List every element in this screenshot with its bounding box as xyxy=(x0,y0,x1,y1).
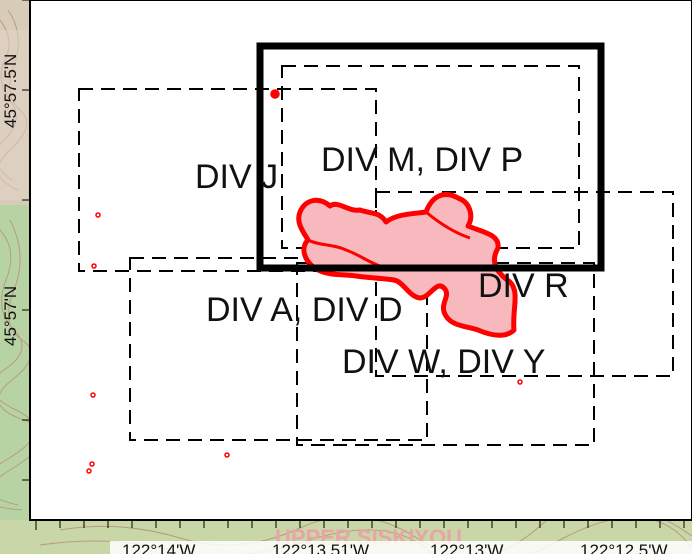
div-r-boundary xyxy=(375,191,674,377)
spot-fires xyxy=(86,89,523,474)
division-boundaries xyxy=(78,65,674,446)
lon-label-1: 122°14'W xyxy=(122,541,195,554)
lat-label-lower: 45°57'N xyxy=(1,286,20,346)
div-w-y-boundary xyxy=(296,262,595,446)
div-m-p-label: DIV M, DIV P xyxy=(321,141,523,179)
lon-label-3: 122°13'W xyxy=(430,541,503,554)
lon-label-2: 122°13.51'W xyxy=(272,541,369,554)
lon-label-4: 122°12.5'W xyxy=(580,541,668,554)
div-r-label: DIV R xyxy=(478,267,569,305)
bottom-axis-ticks xyxy=(35,520,685,530)
div-m-p-assignment-frame[interactable] xyxy=(256,42,605,272)
left-axis-ticks xyxy=(22,0,30,481)
longitude-label-strip xyxy=(110,541,692,554)
lat-label-upper: 45°57.5'N xyxy=(1,54,20,128)
div-j-boundary xyxy=(78,88,377,272)
div-w-y-label: DIV W, DIV Y xyxy=(342,343,545,381)
div-a-d-label: DIV A, DIV D xyxy=(206,291,403,329)
div-j-label: DIV J xyxy=(195,158,278,196)
div-a-d-boundary xyxy=(129,257,428,441)
